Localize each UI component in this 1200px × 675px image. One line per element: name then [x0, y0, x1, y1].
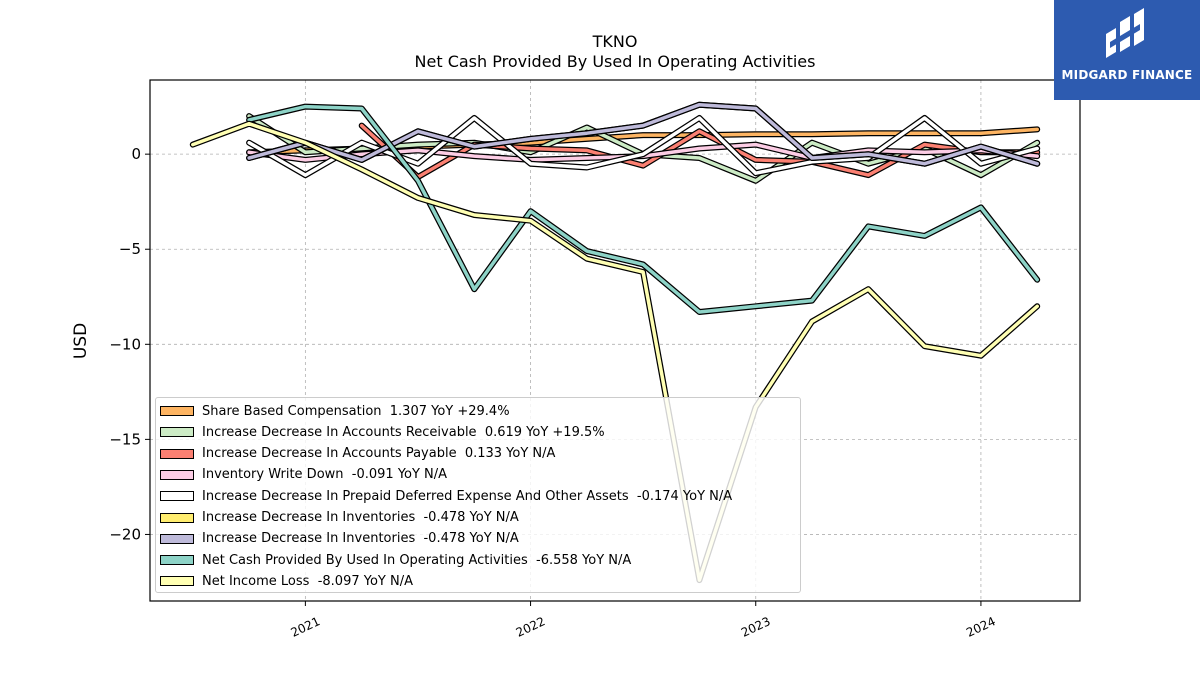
legend-label: Inventory Write Down -0.091 YoY N/A [202, 467, 448, 483]
legend-swatch [160, 448, 194, 459]
legend-label: Increase Decrease In Prepaid Deferred Ex… [202, 488, 733, 504]
series-line-stroke [191, 121, 1039, 582]
legend-swatch [160, 576, 194, 587]
x-tick-label: 2023 [739, 614, 773, 640]
series-lines [189, 101, 1041, 584]
y-tick-label: 0 [131, 145, 141, 163]
legend-swatch [160, 555, 194, 566]
y-axis-label: USD [71, 323, 91, 359]
legend-label: Increase Decrease In Accounts Payable 0.… [202, 446, 556, 462]
legend-swatch [160, 533, 194, 544]
legend-item: Increase Decrease In Accounts Receivable… [160, 423, 605, 441]
y-tick-label: −5 [119, 240, 141, 258]
legend-item: Inventory Write Down -0.091 YoY N/A [160, 466, 447, 484]
x-tick-label: 2021 [289, 614, 323, 640]
legend-label: Net Cash Provided By Used In Operating A… [202, 552, 632, 568]
legend-item: Net Cash Provided By Used In Operating A… [160, 551, 631, 569]
brand-logo: MIDGARD FINANCE [1054, 0, 1200, 100]
series-line-stroke [247, 102, 1039, 166]
series-line-stroke [247, 104, 1039, 314]
chart-title: TKNO [592, 32, 638, 51]
chart-subtitle: Net Cash Provided By Used In Operating A… [415, 52, 816, 71]
legend-item: Increase Decrease In Inventories -0.478 … [160, 530, 519, 548]
legend-label: Increase Decrease In Accounts Receivable… [202, 424, 605, 440]
legend-label: Share Based Compensation 1.307 YoY +29.4… [202, 403, 510, 419]
x-tick-label: 2022 [514, 614, 548, 640]
legend-item: Increase Decrease In Prepaid Deferred Ex… [160, 487, 732, 505]
series-line [246, 101, 1041, 167]
y-tick-label: −20 [109, 525, 141, 543]
legend-label: Increase Decrease In Inventories -0.478 … [202, 510, 519, 525]
legend-swatch [160, 491, 194, 502]
y-tick-label: −10 [109, 335, 141, 353]
x-tick-label: 2024 [964, 614, 998, 640]
legend-item: Increase Decrease In Inventories -0.478 … [160, 509, 519, 527]
y-tick-label: −15 [109, 430, 141, 448]
legend-swatch [160, 406, 194, 416]
legend-label: Increase Decrease In Inventories -0.478 … [202, 531, 519, 547]
legend-item: Increase Decrease In Accounts Payable 0.… [160, 445, 555, 463]
legend-item: Net Income Loss -8.097 YoY N/A [160, 572, 413, 590]
series-line [246, 103, 1041, 315]
logo-text: MIDGARD FINANCE [1061, 68, 1193, 82]
legend: Share Based Compensation 1.307 YoY +29.4… [155, 397, 801, 593]
legend-label: Net Income Loss -8.097 YoY N/A [202, 573, 413, 589]
legend-swatch [160, 469, 194, 480]
legend-swatch [160, 512, 194, 523]
legend-swatch [160, 427, 194, 438]
plot-frame [149, 79, 1081, 602]
logo-mark-icon [1106, 8, 1144, 58]
series-line [189, 120, 1041, 584]
legend-item: Share Based Compensation 1.307 YoY +29.4… [160, 402, 510, 420]
